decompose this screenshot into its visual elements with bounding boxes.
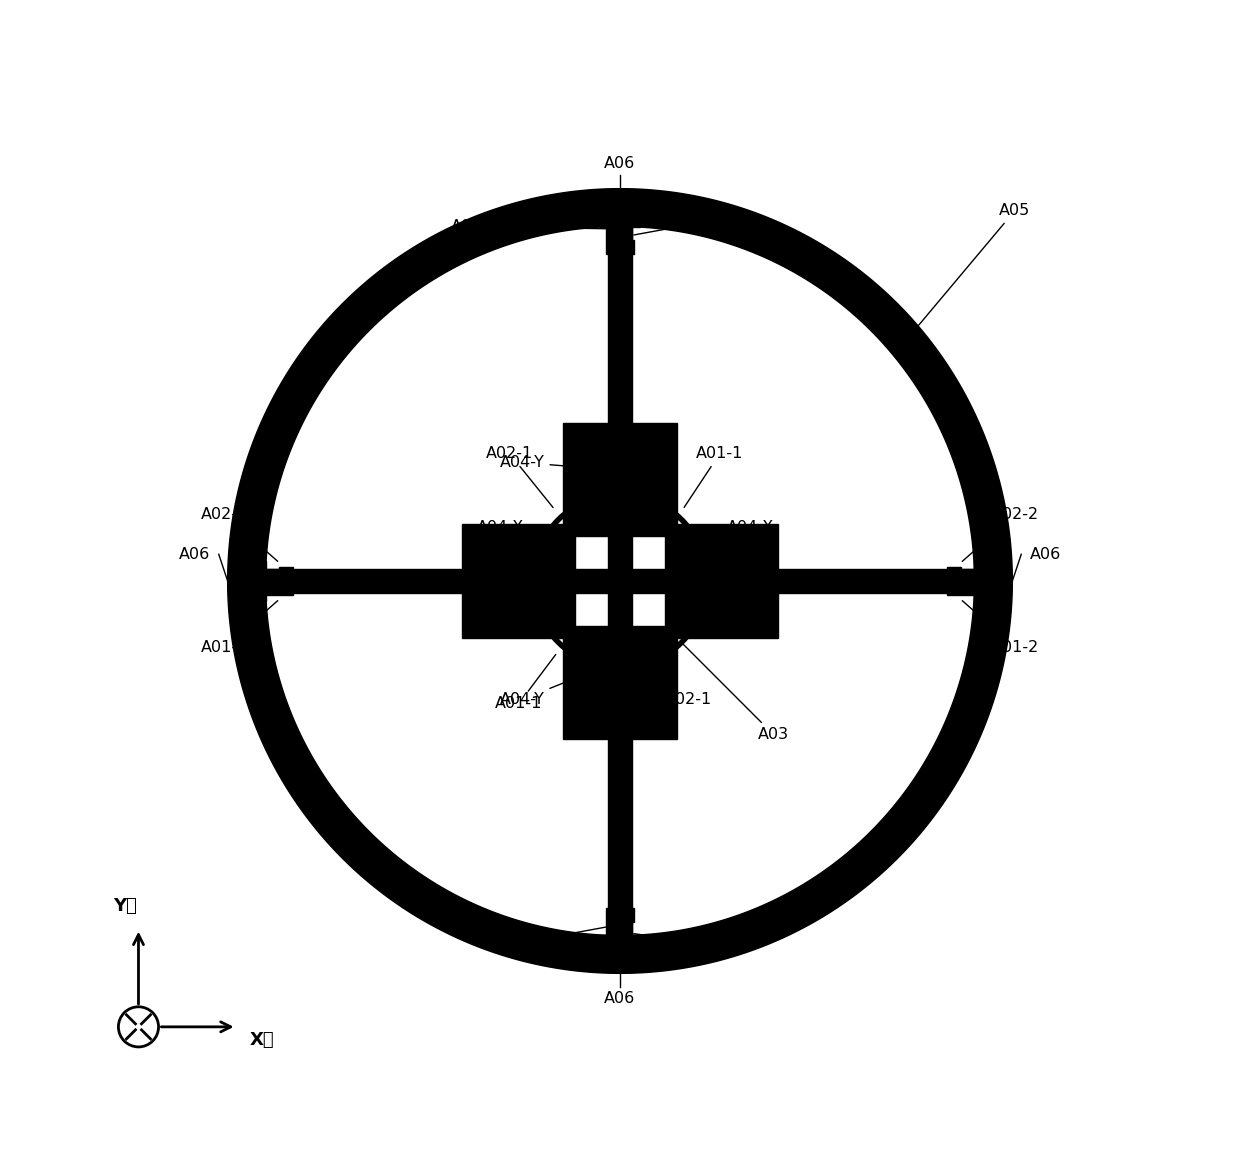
Text: A06: A06 [642, 569, 673, 584]
Bar [961, 586, 975, 589]
Bar [625, 503, 629, 512]
Bar [665, 524, 779, 638]
Text: X轴: X轴 [250, 1031, 274, 1049]
Bar [542, 573, 552, 575]
Text: A02-2: A02-2 [450, 220, 606, 234]
Bar [620, 503, 624, 512]
Bar [620, 650, 624, 659]
Bar [265, 580, 279, 583]
Bar [629, 923, 632, 935]
Bar [961, 580, 975, 583]
Text: A06: A06 [604, 156, 636, 171]
Text: A06: A06 [604, 991, 636, 1006]
Text: A04-Y: A04-Y [500, 672, 590, 706]
Bar [624, 227, 626, 239]
Text: A02-2: A02-2 [634, 933, 729, 952]
Bar [975, 561, 1001, 601]
Bar [542, 582, 552, 586]
Bar [688, 573, 698, 575]
Text: A01-1: A01-1 [684, 446, 743, 508]
Bar [605, 239, 635, 254]
Text: A01-2: A01-2 [201, 601, 278, 655]
Text: A01-1: A01-1 [495, 654, 556, 711]
Bar [688, 578, 698, 581]
Bar [615, 503, 619, 512]
Bar [618, 923, 621, 935]
Bar [265, 569, 975, 593]
Bar [611, 227, 615, 239]
Bar [279, 567, 293, 595]
Text: A02-2: A02-2 [201, 507, 278, 561]
Text: A01-2: A01-2 [634, 210, 751, 235]
Bar [609, 659, 631, 670]
Text: A03: A03 [683, 644, 790, 743]
Text: Y轴: Y轴 [113, 897, 138, 916]
Bar [629, 227, 632, 239]
Text: A02-1: A02-1 [649, 661, 712, 706]
Bar [265, 586, 279, 589]
Bar [625, 650, 629, 659]
Bar [600, 200, 640, 227]
Text: A02-2: A02-2 [962, 507, 1039, 561]
Bar [563, 423, 677, 537]
Text: A06: A06 [179, 547, 210, 561]
Bar [265, 591, 279, 595]
Bar [265, 574, 279, 578]
Polygon shape [228, 188, 1012, 974]
Bar [624, 923, 626, 935]
Bar [698, 571, 709, 591]
Bar [531, 571, 542, 591]
Text: A04-X: A04-X [727, 521, 774, 557]
Text: A06: A06 [1030, 547, 1061, 561]
Bar [615, 650, 619, 659]
Bar [961, 591, 975, 595]
Bar [239, 561, 265, 601]
Bar [606, 227, 609, 239]
Text: A05: A05 [911, 203, 1030, 333]
Bar [461, 524, 575, 638]
Bar [609, 227, 631, 935]
Bar [618, 227, 621, 239]
Text: A02-1: A02-1 [486, 446, 553, 508]
Bar [688, 582, 698, 586]
Bar [609, 492, 631, 503]
Bar [611, 923, 615, 935]
Bar [610, 650, 614, 659]
Bar [542, 578, 552, 581]
Text: A01-2: A01-2 [962, 601, 1039, 655]
Bar [265, 568, 279, 572]
Bar [947, 567, 961, 595]
Bar [605, 908, 635, 923]
Bar [600, 935, 640, 962]
Text: A04-X: A04-X [477, 521, 539, 557]
Bar [606, 923, 609, 935]
Bar [563, 625, 677, 739]
Text: A04-Y: A04-Y [500, 456, 590, 469]
Bar [688, 588, 698, 590]
Bar [542, 588, 552, 590]
Bar [610, 503, 614, 512]
Bar [961, 574, 975, 578]
Bar [961, 568, 975, 572]
Text: A01-2: A01-2 [489, 927, 606, 952]
